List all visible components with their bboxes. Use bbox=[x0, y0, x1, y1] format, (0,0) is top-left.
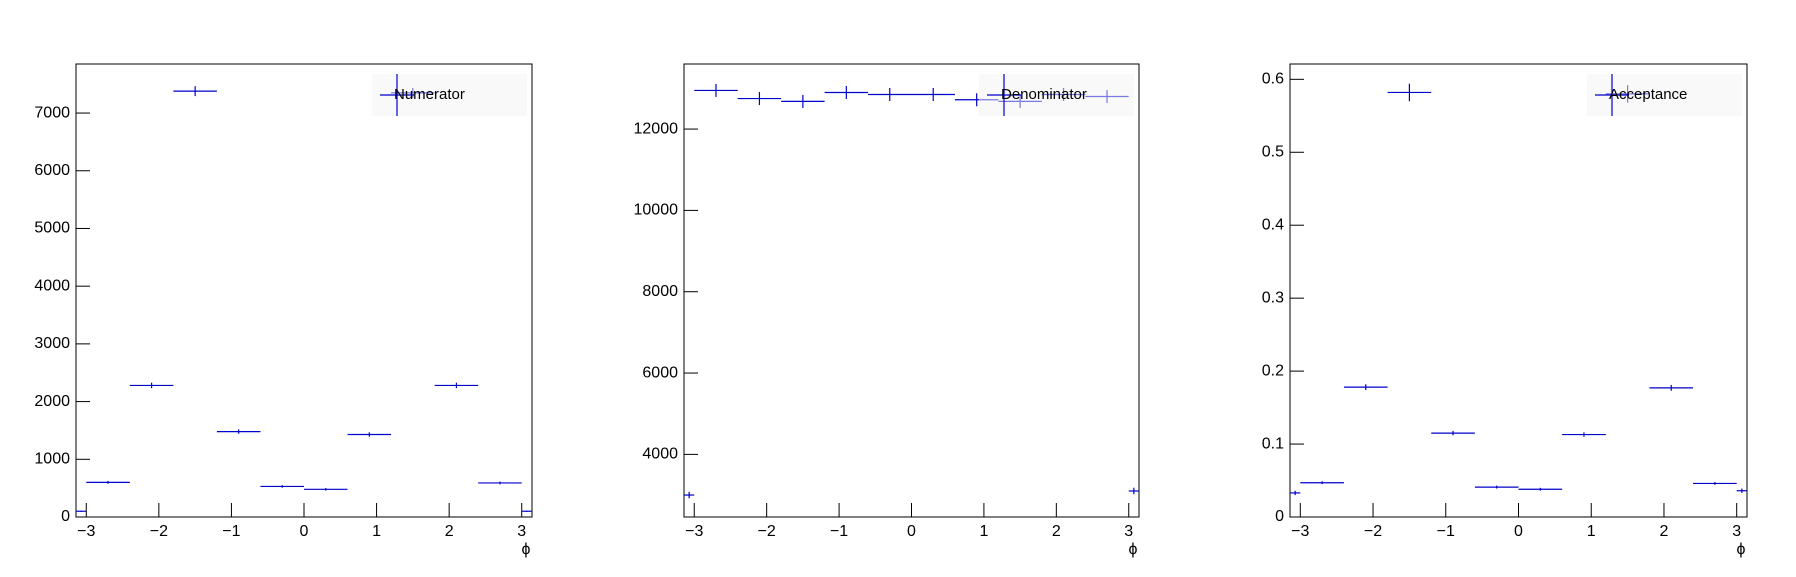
y-tick-label: 0.2 bbox=[1262, 362, 1284, 379]
x-tick-label: −2 bbox=[1364, 523, 1382, 540]
y-tick-label: 0.5 bbox=[1262, 143, 1284, 160]
x-tick-label: 2 bbox=[1052, 523, 1061, 540]
x-axis-label: ϕ bbox=[522, 541, 531, 558]
y-tick-label: 0.1 bbox=[1262, 435, 1284, 452]
plot-frame bbox=[75, 63, 533, 518]
x-tick-label: −2 bbox=[758, 523, 776, 540]
x-tick-label: 1 bbox=[372, 523, 381, 540]
x-tick-label: 3 bbox=[517, 523, 526, 540]
y-tick-label: 0 bbox=[1275, 508, 1284, 525]
y-tick-label: 4000 bbox=[34, 277, 70, 294]
y-tick-label: 5000 bbox=[34, 220, 70, 237]
x-tick-label: 0 bbox=[300, 523, 309, 540]
x-tick-label: −1 bbox=[1437, 523, 1455, 540]
y-tick-label: 8000 bbox=[642, 283, 678, 300]
y-tick-label: 7000 bbox=[34, 104, 70, 121]
y-tick-label: 2000 bbox=[34, 393, 70, 410]
x-axis-label: ϕ bbox=[1129, 541, 1138, 558]
y-tick-label: 1000 bbox=[34, 451, 70, 468]
x-tick-label: −2 bbox=[150, 523, 168, 540]
x-tick-label: 0 bbox=[1514, 523, 1523, 540]
x-tick-label: −3 bbox=[1291, 523, 1309, 540]
y-tick-label: 6000 bbox=[642, 364, 678, 381]
y-tick-label: 0 bbox=[61, 508, 70, 525]
x-tick-label: 2 bbox=[445, 523, 454, 540]
x-tick-label: 1 bbox=[979, 523, 988, 540]
x-tick-label: 3 bbox=[1124, 523, 1133, 540]
x-axis-label: ϕ bbox=[1737, 541, 1746, 558]
y-tick-label: 0.3 bbox=[1262, 289, 1284, 306]
y-tick-label: 12000 bbox=[634, 120, 679, 137]
legend-label: Denominator bbox=[1001, 86, 1087, 103]
x-tick-label: 1 bbox=[1587, 523, 1596, 540]
y-tick-label: 10000 bbox=[634, 202, 679, 219]
x-tick-label: 0 bbox=[907, 523, 916, 540]
x-tick-label: −1 bbox=[830, 523, 848, 540]
y-tick-label: 3000 bbox=[34, 335, 70, 352]
legend-label: Acceptance bbox=[1609, 86, 1687, 103]
y-tick-label: 4000 bbox=[642, 446, 678, 463]
plot-frame bbox=[683, 63, 1140, 518]
x-tick-label: 3 bbox=[1732, 523, 1741, 540]
y-tick-label: 0.6 bbox=[1262, 71, 1284, 88]
x-tick-label: −1 bbox=[222, 523, 240, 540]
legend-label: Numerator bbox=[394, 86, 465, 103]
x-tick-label: −3 bbox=[77, 523, 95, 540]
x-tick-label: 2 bbox=[1660, 523, 1669, 540]
y-tick-label: 0.4 bbox=[1262, 216, 1284, 233]
plot-frame bbox=[1289, 63, 1748, 518]
x-tick-label: −3 bbox=[685, 523, 703, 540]
y-tick-label: 6000 bbox=[34, 162, 70, 179]
